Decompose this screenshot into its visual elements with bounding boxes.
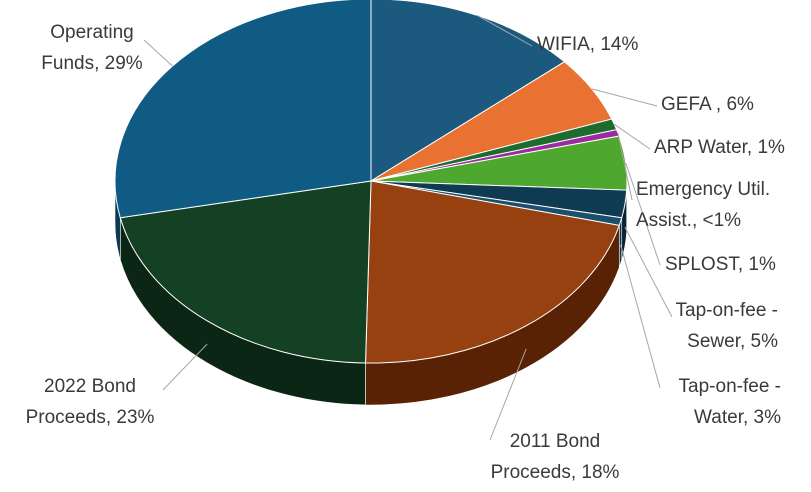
label-emerg-line-1: Emergency Util.: [636, 179, 770, 200]
label-wifia-line-1: WIFIA, 14%: [537, 34, 638, 55]
leader-tapwater: [621, 245, 660, 388]
label-bond2022-line-2: Proceeds, 23%: [26, 407, 155, 428]
label-tapsewer: Tap-on-fee - Sewer, 5%: [676, 300, 779, 352]
label-tapsewer-line-2: Sewer, 5%: [687, 331, 778, 352]
label-operating: Operating Funds, 29%: [41, 22, 142, 74]
label-tapwater-line-2: Water, 3%: [694, 407, 781, 428]
label-bond2022-line-1: 2022 Bond: [44, 376, 136, 397]
label-splost-line-1: SPLOST, 1%: [665, 254, 776, 275]
label-arp: ARP Water, 1%: [654, 137, 785, 158]
label-tapsewer-line-1: Tap-on-fee -: [676, 300, 778, 321]
label-arp-line-1: ARP Water, 1%: [654, 137, 785, 158]
label-bond2011: 2011 Bond Proceeds, 18%: [491, 431, 620, 483]
label-operating-line-1: Operating: [50, 22, 133, 43]
label-gefa: GEFA , 6%: [661, 94, 754, 115]
leader-bond2022: [163, 344, 207, 390]
label-operating-line-2: Funds, 29%: [41, 53, 142, 74]
label-splost: SPLOST, 1%: [665, 254, 776, 275]
label-gefa-line-1: GEFA , 6%: [661, 94, 754, 115]
label-wifia: WIFIA, 14%: [537, 34, 638, 55]
pie-slice-operating: [115, 0, 371, 218]
label-emerg-line-2: Assist., <1%: [636, 210, 741, 231]
label-emerg: Emergency Util. Assist., <1%: [636, 179, 770, 231]
label-tapwater-line-1: Tap-on-fee -: [679, 376, 781, 397]
label-tapwater: Tap-on-fee - Water, 3%: [679, 376, 782, 428]
leader-operating: [144, 40, 173, 66]
label-bond2011-line-2: Proceeds, 18%: [491, 462, 620, 483]
label-bond2022: 2022 Bond Proceeds, 23%: [26, 376, 155, 428]
label-bond2011-line-1: 2011 Bond: [510, 431, 601, 452]
